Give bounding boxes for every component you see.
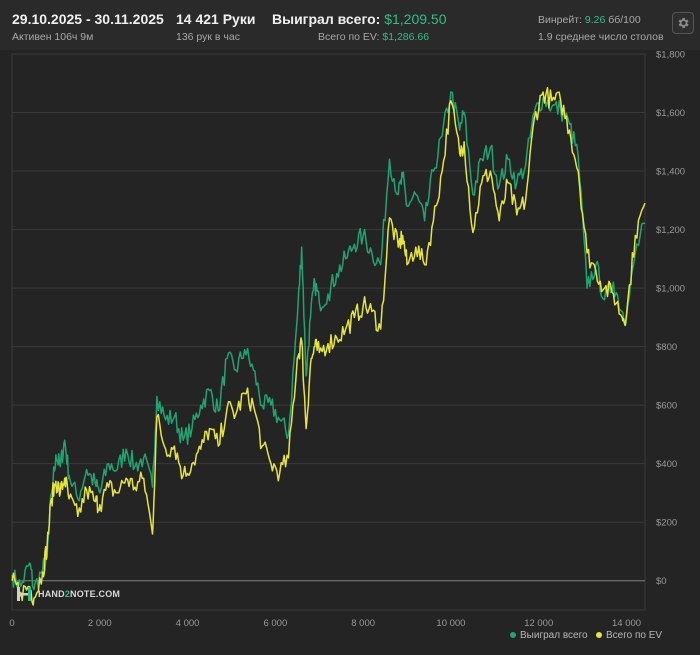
- y-tick-label: $1,600: [656, 108, 685, 119]
- legend-label-ev: Всего по EV: [606, 630, 663, 641]
- winrate-value: 9.26: [584, 14, 606, 26]
- plot-frame: [11, 53, 646, 611]
- x-tick-label: 10 000: [436, 618, 465, 629]
- y-tick-label: $1,000: [656, 284, 685, 295]
- logo-text-b: 2: [64, 589, 71, 599]
- y-tick-label: $200: [656, 518, 677, 529]
- x-tick-label: 8 000: [351, 618, 375, 629]
- winrate: Винрейт: 9.26 бб/100: [538, 14, 641, 26]
- legend-item-won[interactable]: Выиграл всего: [510, 630, 588, 641]
- winrate-label: Винрейт:: [538, 14, 582, 26]
- legend-label-won: Выиграл всего: [520, 630, 588, 641]
- y-tick-label: $0: [656, 576, 667, 587]
- x-tick-label: 2 000: [88, 618, 112, 629]
- ev-total: Всего по EV: $1,286.66: [318, 31, 429, 43]
- x-tick-label: 6 000: [263, 618, 287, 629]
- chart-grid: [11, 53, 646, 611]
- period-label: 29.10.2025 - 30.11.2025: [12, 11, 164, 27]
- y-tick-label: $800: [656, 342, 677, 353]
- hand2note-logo: HAND2NOTE.COM: [16, 586, 120, 602]
- legend-item-ev[interactable]: Всего по EV: [596, 630, 662, 641]
- y-tick-label: $1,200: [656, 225, 685, 236]
- gear-icon: [678, 17, 689, 29]
- tables-average: 1.9 среднее число столов: [538, 31, 664, 43]
- x-axis-ticks: 0 2 000 4 000 6 000 8 000 10 000 12 000 14 000: [9, 618, 641, 629]
- won-value: $1,209.50: [384, 11, 447, 27]
- hands-rate: 136 рук в час: [176, 31, 240, 43]
- y-axis-ticks: $0 $200 $400 $600 $800 $1,000 $1,200 $1,400 $1,6…: [656, 50, 685, 587]
- hand2note-logo-icon: [17, 587, 31, 601]
- logo-text-c: NOTE.COM: [70, 589, 121, 599]
- active-time: Активен 106ч 9м: [12, 31, 94, 43]
- series-line-ev: [11, 86, 646, 606]
- legend-dot-won: [510, 632, 516, 639]
- legend-dot-ev: [596, 632, 602, 639]
- x-tick-label: 0: [9, 618, 14, 629]
- x-tick-label: 12 000: [524, 618, 553, 629]
- y-tick-label: $1,400: [656, 167, 685, 178]
- ev-value: $1,286.66: [382, 31, 430, 43]
- x-tick-label: 4 000: [176, 618, 200, 629]
- settings-button[interactable]: [672, 12, 694, 34]
- hands-count: 14 421 Руки: [176, 11, 256, 27]
- series-line-won: [11, 91, 646, 591]
- y-tick-label: $1,800: [656, 50, 685, 61]
- y-tick-label: $600: [656, 401, 677, 412]
- y-tick-label: $400: [656, 459, 677, 470]
- x-tick-label: 14 000: [612, 618, 641, 629]
- won-label: Выиграл всего:: [272, 11, 381, 27]
- winrate-unit: бб/100: [608, 14, 641, 26]
- won-total: Выиграл всего: $1,209.50: [272, 11, 447, 27]
- chart-area: $0 $200 $400 $600 $800 $1,000 $1,200 $1,400 $1,6…: [9, 50, 685, 629]
- ev-label: Всего по EV:: [318, 31, 380, 43]
- chart-header: [0, 0, 700, 50]
- logo-text-a: HAND: [38, 589, 65, 599]
- logo-text: HAND2NOTE.COM: [38, 589, 120, 599]
